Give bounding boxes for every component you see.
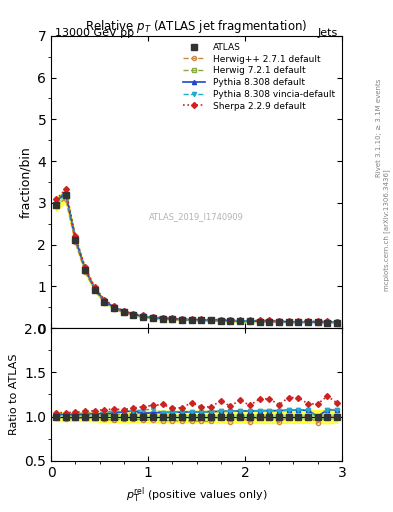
Y-axis label: Ratio to ATLAS: Ratio to ATLAS (9, 354, 19, 435)
Text: 13000 GeV pp: 13000 GeV pp (55, 28, 134, 38)
Y-axis label: fraction/bin: fraction/bin (19, 146, 32, 218)
Text: ATLAS_2019_I1740909: ATLAS_2019_I1740909 (149, 212, 244, 222)
X-axis label: $p_{\mathrm{T}}^{\mathrm{rel}}$ (positive values only): $p_{\mathrm{T}}^{\mathrm{rel}}$ (positiv… (126, 485, 267, 505)
Legend: ATLAS, Herwig++ 2.7.1 default, Herwig 7.2.1 default, Pythia 8.308 default, Pythi: ATLAS, Herwig++ 2.7.1 default, Herwig 7.… (180, 40, 338, 113)
Text: mcplots.cern.ch [arXiv:1306.3436]: mcplots.cern.ch [arXiv:1306.3436] (384, 169, 391, 291)
Text: Rivet 3.1.10; ≥ 3.1M events: Rivet 3.1.10; ≥ 3.1M events (376, 79, 382, 177)
Title: Relative $p_T$ (ATLAS jet fragmentation): Relative $p_T$ (ATLAS jet fragmentation) (85, 18, 308, 35)
Text: Jets: Jets (318, 28, 338, 38)
